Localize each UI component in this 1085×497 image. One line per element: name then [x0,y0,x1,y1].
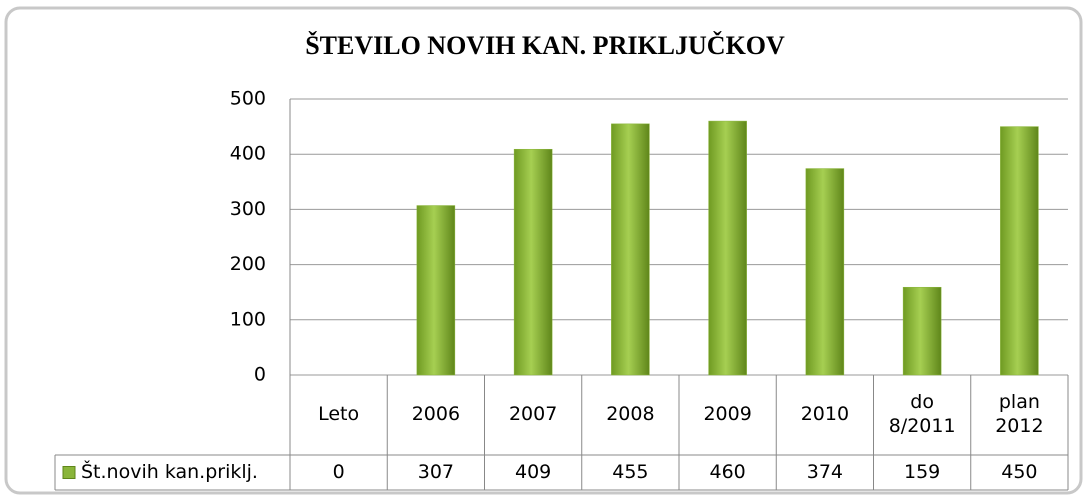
table-value: 460 [709,460,746,483]
table-value: 374 [806,460,843,483]
category-label: 2006 [411,403,461,426]
y-tick-label: 0 [254,364,266,386]
chart-title: ŠTEVILO NOVIH KAN. PRIKLJUČKOV [305,31,785,60]
y-tick-label: 500 [230,88,266,110]
y-tick-label: 400 [230,143,266,165]
bar [902,286,942,376]
bar [1000,126,1039,376]
category-label: do 8/2011 [888,391,956,437]
category-label: 2007 [508,403,558,426]
table-value: 409 [514,460,552,483]
table-value: 0 [332,460,345,483]
bar [416,205,456,376]
y-tick-label: 300 [230,198,266,220]
y-tick-label: 100 [230,308,266,330]
category-label: 2010 [800,403,850,426]
legend-label: Št.novih kan.priklj. [81,460,258,483]
y-tick-label: 200 [230,253,266,275]
bar [611,123,650,376]
bar [708,120,747,376]
bar [513,148,553,376]
category-label: 2008 [606,403,655,426]
table-value: 307 [417,460,454,483]
table-value: 455 [612,460,649,483]
table-value: 450 [1001,460,1038,483]
category-label: 2009 [703,403,752,426]
category-label: plan 2012 [995,391,1044,437]
table-value: 159 [903,460,941,483]
bar [805,168,845,376]
category-label: Leto [318,403,360,426]
legend-key [62,466,76,479]
